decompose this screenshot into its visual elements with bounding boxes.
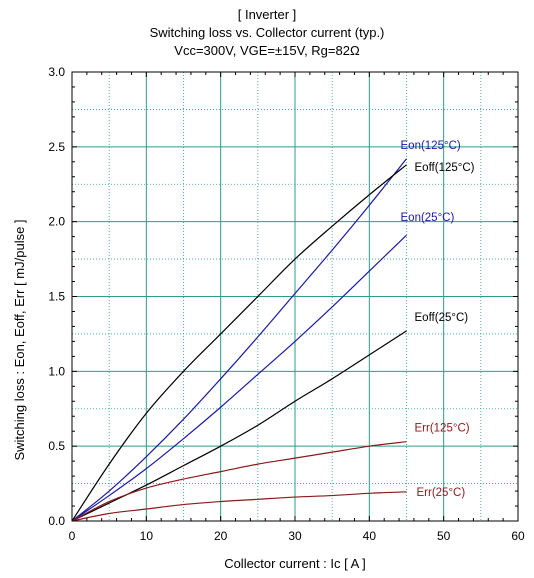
y-tick-label: 3.0 xyxy=(48,65,65,79)
y-tick-label: 2.5 xyxy=(48,140,65,154)
x-tick-label: 30 xyxy=(288,529,302,543)
series-line-err-125-c xyxy=(71,441,407,522)
x-tick-label: 50 xyxy=(437,529,451,543)
y-tick-label: 1.0 xyxy=(48,364,65,378)
axis-ticks: 0 10 20 30 40 50 60 0.0 0.5 1.0 1.5 2.0 2.5 3.0 xyxy=(48,65,525,543)
series-line-err-25-c xyxy=(71,491,407,522)
series-line-eoff-125-c xyxy=(71,164,407,522)
series-line-eoff-25-c xyxy=(71,330,407,522)
y-tick-label: 1.5 xyxy=(48,290,65,304)
series-label-err-125-c: Err(125°C) xyxy=(415,423,470,435)
y-tick-label: 2.0 xyxy=(48,215,65,229)
series-labels: Eon(125°C) Eoff(125°C) Eon(25°C) Eoff(25°C)… xyxy=(401,140,475,499)
chart-title-line-1: [ Inverter ] xyxy=(237,7,297,22)
x-tick-label: 60 xyxy=(511,529,525,543)
series-line-eon-125-c xyxy=(71,158,407,522)
series-lines xyxy=(71,158,407,522)
x-tick-label: 10 xyxy=(140,529,154,543)
series-label-err-25-c: Err(25°C) xyxy=(417,487,466,499)
series-label-eon-25-c: Eon(25°C) xyxy=(401,212,455,224)
x-tick-label: 20 xyxy=(214,529,228,543)
y-tick-label: 0.0 xyxy=(48,514,65,528)
chart-title-line-3: Vcc=300V, VGE=±15V, Rg=82Ω xyxy=(174,43,360,58)
x-tick-label: 0 xyxy=(69,529,76,543)
chart-title-line-2: Switching loss vs. Collector current (ty… xyxy=(149,25,385,40)
x-tick-label: 40 xyxy=(363,529,377,543)
series-label-eoff-125-c: Eoff(125°C) xyxy=(415,162,475,174)
y-tick-label: 0.5 xyxy=(48,439,65,453)
y-axis-label: Switching loss : Eon, Eoff, Err [ mJ/pul… xyxy=(12,219,27,460)
series-line-eon-25-c xyxy=(71,234,407,522)
series-label-eon-125-c: Eon(125°C) xyxy=(401,140,461,152)
series-label-eoff-25-c: Eoff(25°C) xyxy=(415,312,469,324)
x-axis-label: Collector current : Ic [ A ] xyxy=(224,556,366,571)
